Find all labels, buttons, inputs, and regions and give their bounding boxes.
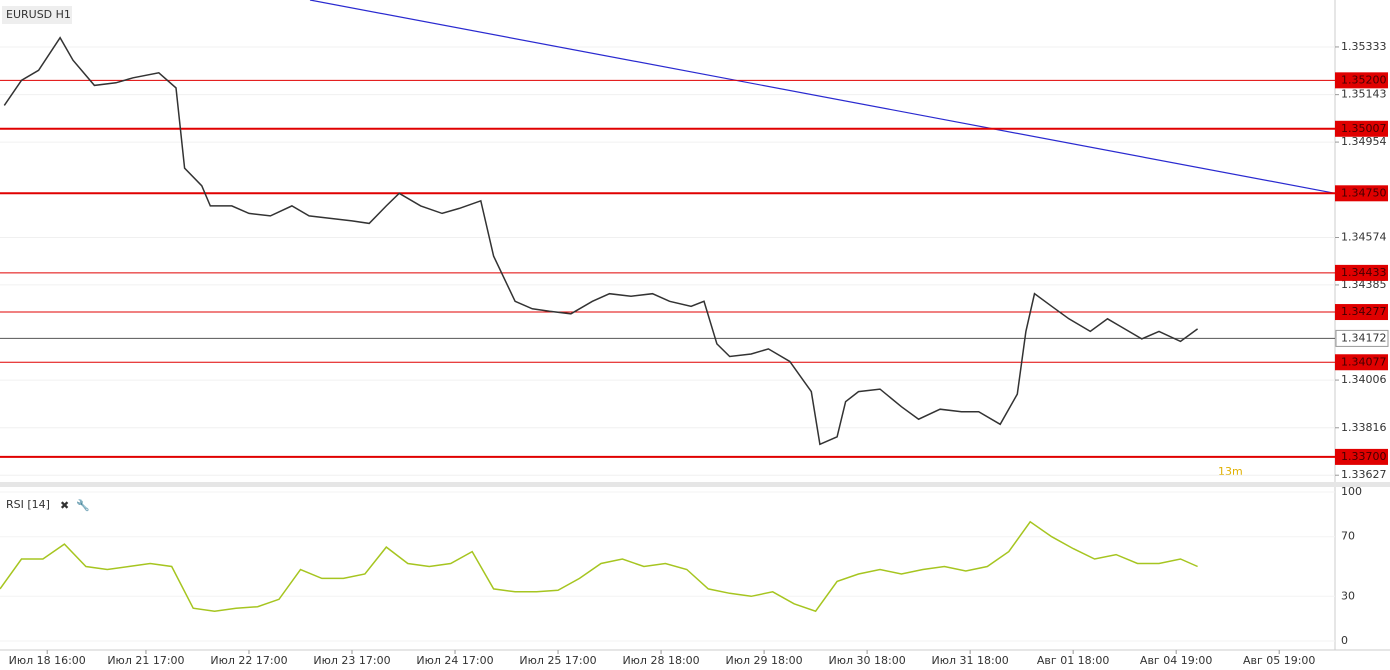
level-label: 1.35007 — [1341, 122, 1387, 135]
level-label: 1.34750 — [1341, 186, 1387, 199]
x-tick-label: Авг 04 19:00 — [1140, 654, 1212, 667]
x-tick-label: Июл 25 17:00 — [519, 654, 596, 667]
level-label-box — [1335, 185, 1388, 202]
y-tick-label: 70 — [1341, 530, 1355, 543]
y-tick-label: 0 — [1341, 634, 1348, 647]
series-line — [3, 36, 1199, 446]
x-tick-label: Июл 18 16:00 — [9, 654, 86, 667]
current-price-label: 1.34172 — [1341, 331, 1387, 344]
trendline — [309, 0, 1336, 194]
symbol-box — [2, 6, 72, 24]
level-label-box — [1335, 72, 1388, 89]
x-tick-label: Июл 28 18:00 — [622, 654, 699, 667]
series-line — [0, 520, 1198, 613]
y-tick-label: 1.35143 — [1341, 88, 1387, 101]
x-tick-label: Июл 30 18:00 — [828, 654, 905, 667]
x-tick-label: Авг 01 18:00 — [1037, 654, 1109, 667]
close-icon[interactable]: ✖ — [60, 499, 69, 512]
x-tick-label: Авг 05 19:00 — [1243, 654, 1315, 667]
y-tick-label: 1.34954 — [1341, 135, 1387, 148]
level-label-box — [1335, 120, 1388, 137]
y-tick-label: 1.34385 — [1341, 278, 1387, 291]
current-price-box — [1335, 329, 1389, 347]
x-tick-label: Июл 22 17:00 — [210, 654, 287, 667]
level-label-box — [1335, 304, 1388, 321]
level-label-box — [1335, 354, 1388, 371]
y-tick-label: 1.34006 — [1341, 373, 1387, 386]
y-tick-label: 1.34574 — [1341, 230, 1387, 243]
level-label-box — [1335, 264, 1388, 281]
y-tick-label: 1.33627 — [1341, 468, 1387, 481]
level-label: 1.33700 — [1341, 450, 1387, 463]
x-tick-label: Июл 24 17:00 — [416, 654, 493, 667]
y-tick-label: 30 — [1341, 589, 1355, 602]
x-tick-label: Июл 21 17:00 — [107, 654, 184, 667]
x-tick-label: Июл 29 18:00 — [725, 654, 802, 667]
level-label: 1.35200 — [1341, 73, 1387, 86]
level-label: 1.34277 — [1341, 305, 1387, 318]
settings-icon[interactable]: 🔧 — [76, 498, 90, 512]
x-tick-label: Июл 23 17:00 — [313, 654, 390, 667]
level-label: 1.34077 — [1341, 355, 1387, 368]
y-tick-label: 1.33816 — [1341, 421, 1387, 434]
panel-separator[interactable] — [0, 482, 1390, 487]
level-label-box — [1335, 448, 1388, 465]
symbol-title: EURUSD H1 — [6, 8, 71, 21]
y-tick-label: 100 — [1341, 485, 1362, 498]
x-tick-label: Июл 31 18:00 — [932, 654, 1009, 667]
level-label: 1.34433 — [1341, 266, 1387, 279]
y-tick-label: 1.35333 — [1341, 40, 1387, 53]
rsi-title: RSI [14] — [6, 498, 50, 511]
timer-label: 13m — [1218, 465, 1243, 478]
